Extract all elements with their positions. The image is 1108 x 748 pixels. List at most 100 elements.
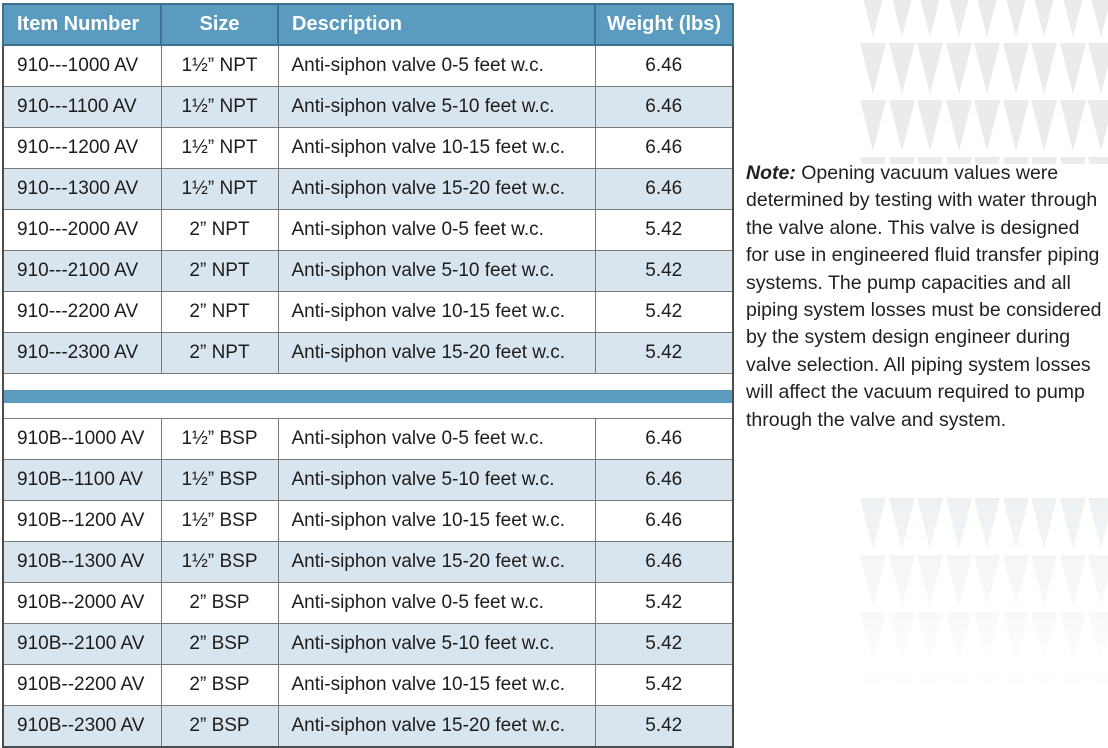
- table-header-row: Item Number Size Description Weight (lbs): [2, 3, 734, 46]
- cell-weight: 5.42: [594, 209, 734, 251]
- triangle-glyph: [860, 100, 886, 151]
- triangle-glyph: [1031, 612, 1057, 663]
- cell-description: Anti-siphon valve 5-10 feet w.c.: [277, 623, 596, 665]
- triangle-glyph: [917, 669, 943, 700]
- triangle-glyph: [1060, 555, 1086, 606]
- cell-description: Anti-siphon valve 15-20 feet w.c.: [277, 541, 596, 583]
- triangle-glyph: [1003, 43, 1029, 94]
- triangle-glyph: [1088, 100, 1108, 151]
- triangle-glyph: [1006, 0, 1026, 37]
- triangle-glyph: [889, 498, 915, 549]
- triangle-glyph: [974, 100, 1000, 151]
- cell-size: 1½” BSP: [160, 418, 279, 460]
- cell-weight: 5.42: [594, 582, 734, 624]
- triangle-glyph: [1060, 43, 1086, 94]
- cell-weight: 5.42: [594, 332, 734, 374]
- triangle-pattern-top: [858, 0, 1108, 164]
- cell-description: Anti-siphon valve 5-10 feet w.c.: [277, 86, 596, 128]
- table-row: 910B--2200 AV 2” BSP Anti-siphon valve 10-…: [2, 664, 734, 706]
- triangle-glyph: [920, 0, 940, 37]
- triangle-glyph: [917, 555, 943, 606]
- table-row: 910B--1100 AV 1½” BSP Anti-siphon valve 5-…: [2, 459, 734, 501]
- cell-size: 2” BSP: [160, 623, 279, 665]
- triangle-glyph: [889, 612, 915, 663]
- triangle-glyph: [889, 100, 915, 151]
- triangle-glyph: [974, 498, 1000, 549]
- triangle-glyph: [917, 43, 943, 94]
- cell-item: 910---2000 AV: [2, 209, 162, 251]
- product-table-body: 910---1000 AV 1½” NPT Anti-siphon valve 0-…: [2, 44, 734, 748]
- triangle-glyph: [946, 100, 972, 151]
- table-row: 910B--2300 AV 2” BSP Anti-siphon valve 15-…: [2, 705, 734, 748]
- cell-weight: 6.46: [594, 127, 734, 169]
- table-row: 910---2000 AV 2” NPT Anti-siphon valve 0-5…: [2, 209, 734, 251]
- cell-description: Anti-siphon valve 10-15 feet w.c.: [277, 500, 596, 542]
- triangle-glyph: [889, 43, 915, 94]
- triangle-glyph: [946, 612, 972, 663]
- triangle-glyph: [863, 0, 883, 37]
- triangle-glyph: [892, 0, 912, 37]
- table-row: 910---1100 AV 1½” NPT Anti-siphon valve 5-…: [2, 86, 734, 128]
- cell-description: Anti-siphon valve 15-20 feet w.c.: [277, 168, 596, 210]
- triangle-glyph: [1060, 498, 1086, 549]
- cell-size: 1½” NPT: [160, 127, 279, 169]
- triangle-glyph: [1088, 669, 1108, 700]
- triangle-glyph: [977, 0, 997, 37]
- cell-size: 2” BSP: [160, 664, 279, 706]
- triangle-glyph: [1031, 669, 1057, 700]
- cell-item: 910---2300 AV: [2, 332, 162, 374]
- triangle-glyph: [1003, 612, 1029, 663]
- triangle-glyph: [860, 669, 886, 700]
- triangle-glyph: [1088, 43, 1108, 94]
- triangle-pattern-svg: [860, 0, 1108, 164]
- cell-size: 1½” NPT: [160, 86, 279, 128]
- cell-weight: 5.42: [594, 705, 734, 748]
- cell-item: 910---1200 AV: [2, 127, 162, 169]
- column-header-1: Size: [160, 3, 279, 46]
- triangle-glyph: [860, 43, 886, 94]
- triangle-glyph: [1088, 612, 1108, 663]
- cell-item: 910B--2300 AV: [2, 705, 162, 748]
- cell-size: 1½” BSP: [160, 500, 279, 542]
- cell-weight: 6.46: [594, 418, 734, 460]
- cell-size: 1½” BSP: [160, 459, 279, 501]
- triangle-glyph: [1003, 498, 1029, 549]
- triangle-glyph: [1034, 0, 1054, 37]
- triangle-glyph: [1088, 555, 1108, 606]
- cell-item: 910B--2000 AV: [2, 582, 162, 624]
- section-separator-cell: [2, 373, 734, 419]
- note-text: Opening vacuum values were determined by…: [746, 162, 1102, 431]
- cell-weight: 6.46: [594, 541, 734, 583]
- cell-description: Anti-siphon valve 10-15 feet w.c.: [277, 127, 596, 169]
- cell-item: 910---2100 AV: [2, 250, 162, 292]
- cell-weight: 5.42: [594, 664, 734, 706]
- cell-item: 910B--2100 AV: [2, 623, 162, 665]
- table-row: 910B--1300 AV 1½” BSP Anti-siphon valve 15…: [2, 541, 734, 583]
- cell-item: 910B--1000 AV: [2, 418, 162, 460]
- column-header-3: Weight (lbs): [594, 3, 734, 46]
- triangle-glyph: [1031, 555, 1057, 606]
- cell-weight: 6.46: [594, 86, 734, 128]
- cell-weight: 5.42: [594, 623, 734, 665]
- cell-size: 2” BSP: [160, 582, 279, 624]
- cell-weight: 6.46: [594, 44, 734, 87]
- triangle-glyph: [860, 498, 886, 549]
- table-row: 910---1300 AV 1½” NPT Anti-siphon valve 15…: [2, 168, 734, 210]
- section-separator-bar: [4, 389, 732, 403]
- table-row: 910B--2000 AV 2” BSP Anti-siphon valve 0-5…: [2, 582, 734, 624]
- triangle-glyph: [917, 612, 943, 663]
- cell-description: Anti-siphon valve 10-15 feet w.c.: [277, 664, 596, 706]
- cell-size: 1½” NPT: [160, 44, 279, 87]
- column-header-0: Item Number: [2, 3, 162, 46]
- triangle-glyph: [1088, 498, 1108, 549]
- cell-weight: 5.42: [594, 250, 734, 292]
- triangle-glyph: [860, 555, 886, 606]
- triangle-pattern-bottom: [858, 494, 1108, 700]
- cell-item: 910---1000 AV: [2, 44, 162, 87]
- cell-item: 910B--1100 AV: [2, 459, 162, 501]
- triangle-glyph: [1060, 612, 1086, 663]
- table-row: 910---1000 AV 1½” NPT Anti-siphon valve 0-…: [2, 44, 734, 87]
- table-row: 910B--1200 AV 1½” BSP Anti-siphon valve 10…: [2, 500, 734, 542]
- triangle-glyph: [1003, 100, 1029, 151]
- triangle-glyph: [889, 669, 915, 700]
